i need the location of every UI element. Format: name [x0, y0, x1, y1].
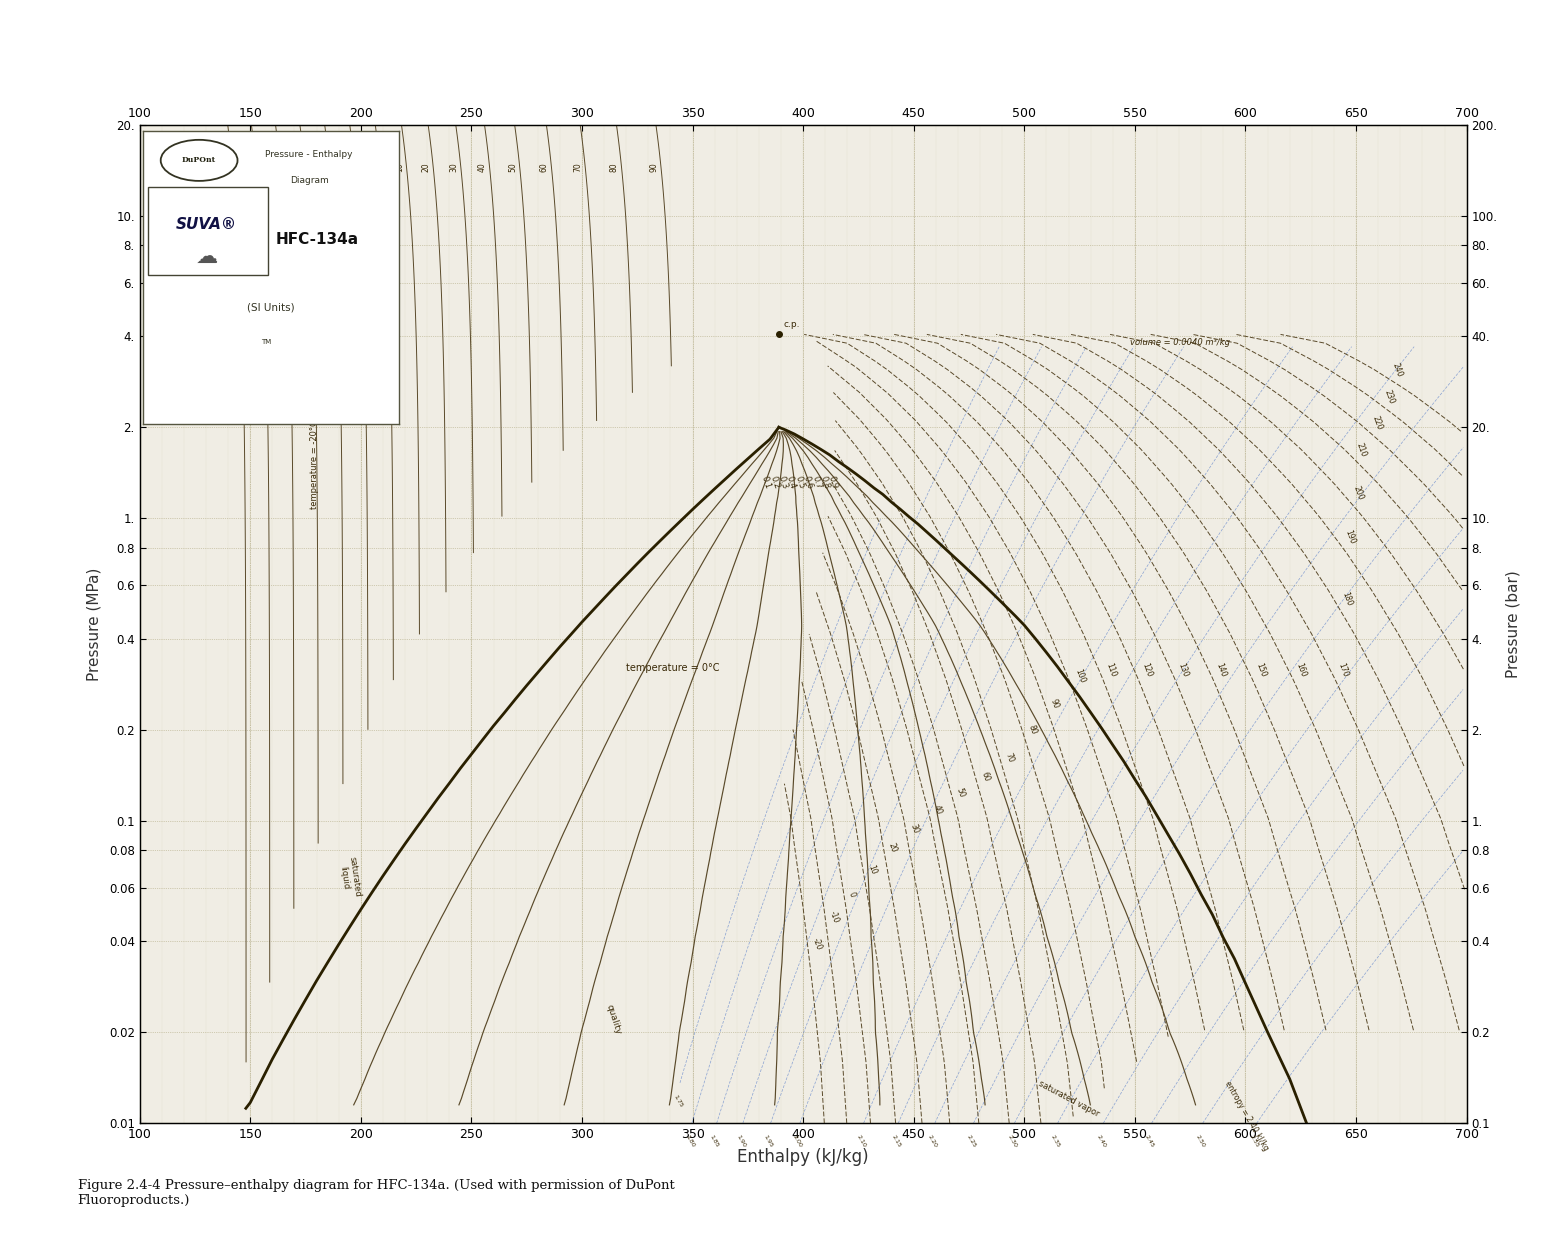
Text: 2.35: 2.35: [1049, 1134, 1062, 1148]
Text: 1.85: 1.85: [709, 1134, 720, 1148]
Text: 80: 80: [1026, 724, 1038, 736]
Text: DuPOnt: DuPOnt: [182, 156, 216, 165]
Text: -20: -20: [810, 936, 823, 951]
Text: 140: 140: [1215, 661, 1228, 678]
Text: 2.30: 2.30: [1007, 1134, 1018, 1148]
Text: entropy = 2.40 kJ/kg: entropy = 2.40 kJ/kg: [1223, 1080, 1271, 1152]
Text: 120: 120: [1139, 661, 1153, 678]
Text: SUVA®: SUVA®: [177, 217, 237, 232]
Text: 210: 210: [1355, 441, 1369, 458]
Text: Figure 2.4-4 Pressure–enthalpy diagram for HFC-134a. (Used with permission of Du: Figure 2.4-4 Pressure–enthalpy diagram f…: [78, 1179, 675, 1207]
Text: 110: 110: [1105, 661, 1117, 678]
Text: -20: -20: [318, 162, 327, 175]
Text: 180: 180: [1341, 590, 1355, 608]
Text: 2.50: 2.50: [1195, 1134, 1206, 1148]
Text: 10: 10: [394, 162, 404, 172]
Text: HFC-134a: HFC-134a: [275, 232, 359, 247]
Text: 130: 130: [1176, 661, 1190, 678]
Text: saturated
liquid: saturated liquid: [337, 856, 362, 899]
Text: -30: -30: [293, 162, 303, 175]
Text: -60: -60: [220, 162, 230, 175]
Text: -50: -50: [245, 162, 253, 175]
Text: 230: 230: [1383, 388, 1397, 404]
Text: 40: 40: [931, 804, 944, 816]
FancyBboxPatch shape: [147, 187, 268, 275]
Text: temperature = 0°C: temperature = 0°C: [625, 663, 720, 673]
Text: 2.10: 2.10: [855, 1134, 868, 1148]
Text: 70: 70: [573, 162, 582, 172]
Text: 60: 60: [540, 162, 549, 172]
Text: 80: 80: [610, 162, 619, 172]
Text: 1.80: 1.80: [684, 1134, 695, 1148]
Text: -10: -10: [829, 909, 841, 924]
Text: 2.25: 2.25: [965, 1134, 976, 1148]
Text: 20: 20: [422, 162, 430, 172]
Text: 70: 70: [1004, 751, 1015, 764]
Text: 0: 0: [847, 891, 857, 899]
Text: 170: 170: [1336, 661, 1350, 678]
Text: 0.6: 0.6: [802, 474, 815, 489]
Text: 150: 150: [1254, 661, 1268, 678]
Text: 220: 220: [1370, 414, 1384, 432]
Text: 30: 30: [449, 162, 458, 172]
Text: 20: 20: [886, 842, 899, 854]
Text: volume = 0.0040 m³/kg: volume = 0.0040 m³/kg: [1130, 338, 1231, 347]
Text: 1.95: 1.95: [762, 1134, 774, 1148]
Text: 0.2: 0.2: [768, 474, 781, 489]
Text: 2.45: 2.45: [1144, 1134, 1155, 1148]
Text: 240: 240: [1391, 362, 1403, 378]
Text: 0: 0: [368, 162, 377, 167]
Text: 30: 30: [908, 822, 920, 835]
Text: Diagram: Diagram: [290, 176, 329, 186]
Text: -10: -10: [343, 162, 352, 175]
Text: 190: 190: [1344, 529, 1356, 545]
Text: 0.1: 0.1: [760, 474, 773, 489]
Text: 50: 50: [508, 162, 517, 172]
Text: 1.75: 1.75: [672, 1093, 683, 1108]
Text: 1.90: 1.90: [736, 1134, 747, 1148]
Text: Pressure - Enthalpy: Pressure - Enthalpy: [265, 150, 352, 158]
Text: 2.40: 2.40: [1096, 1134, 1107, 1148]
Y-axis label: Pressure (bar): Pressure (bar): [1505, 570, 1521, 678]
Text: 0.9: 0.9: [827, 474, 840, 489]
Text: 40: 40: [478, 162, 487, 172]
Text: saturated vapor: saturated vapor: [1037, 1080, 1100, 1119]
Text: TM: TM: [261, 339, 272, 346]
Text: 0.4: 0.4: [785, 474, 798, 489]
Text: quality: quality: [604, 1003, 622, 1036]
Y-axis label: Pressure (MPa): Pressure (MPa): [87, 568, 102, 680]
Text: 200: 200: [1352, 485, 1366, 502]
Text: 90: 90: [1049, 698, 1062, 709]
Text: 2.55: 2.55: [1249, 1134, 1260, 1148]
Text: 50: 50: [954, 786, 967, 799]
Text: ☁: ☁: [196, 247, 217, 267]
Text: c.p.: c.p.: [784, 319, 799, 328]
X-axis label: Enthalpy (kJ/kg): Enthalpy (kJ/kg): [737, 1148, 869, 1166]
Text: 0.7: 0.7: [810, 474, 823, 489]
Text: 2.15: 2.15: [891, 1134, 902, 1148]
Text: -40: -40: [268, 162, 278, 175]
Text: 2.00: 2.00: [792, 1134, 804, 1148]
Text: 90: 90: [649, 162, 658, 172]
Text: 0.3: 0.3: [776, 474, 790, 489]
Text: 10: 10: [866, 864, 878, 876]
Text: 0.8: 0.8: [818, 474, 832, 489]
Text: 0.5: 0.5: [793, 474, 805, 489]
Text: 160: 160: [1294, 661, 1308, 678]
Text: 60: 60: [979, 770, 990, 782]
Text: temperature = -20°C: temperature = -20°C: [310, 421, 318, 509]
Text: 2.20: 2.20: [927, 1134, 939, 1148]
Text: 100: 100: [1072, 668, 1086, 684]
Text: (SI Units): (SI Units): [247, 302, 295, 312]
